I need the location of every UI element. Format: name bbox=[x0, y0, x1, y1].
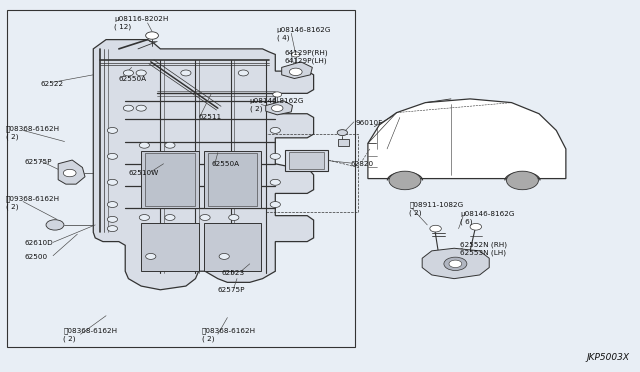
Circle shape bbox=[46, 220, 64, 230]
Circle shape bbox=[273, 92, 282, 97]
Text: µ08116-8202H
( 12): µ08116-8202H ( 12) bbox=[115, 16, 169, 30]
Bar bbox=[266, 134, 358, 212]
Text: 62550A: 62550A bbox=[119, 76, 147, 81]
Circle shape bbox=[228, 215, 239, 221]
Bar bbox=[338, 139, 349, 146]
Bar bbox=[141, 151, 198, 208]
Circle shape bbox=[146, 253, 156, 259]
Circle shape bbox=[219, 253, 229, 259]
Circle shape bbox=[337, 130, 348, 136]
Text: 62575P: 62575P bbox=[218, 287, 245, 293]
Text: 62500: 62500 bbox=[25, 254, 48, 260]
Circle shape bbox=[124, 105, 134, 111]
Circle shape bbox=[270, 202, 280, 208]
Circle shape bbox=[165, 142, 175, 148]
Circle shape bbox=[449, 260, 462, 267]
Circle shape bbox=[270, 153, 280, 159]
Polygon shape bbox=[58, 160, 85, 184]
Polygon shape bbox=[422, 248, 489, 279]
Circle shape bbox=[136, 105, 147, 111]
Text: 62511: 62511 bbox=[198, 115, 222, 121]
Bar bbox=[204, 223, 261, 271]
Circle shape bbox=[124, 70, 134, 76]
Text: Ⓝ09368-6162H
( 2): Ⓝ09368-6162H ( 2) bbox=[6, 195, 60, 210]
Text: 62550A: 62550A bbox=[211, 161, 239, 167]
Circle shape bbox=[63, 169, 76, 177]
Text: µ08146-8162G
( 4): µ08146-8162G ( 4) bbox=[276, 27, 331, 41]
Circle shape bbox=[136, 70, 147, 76]
Bar bbox=[204, 151, 261, 208]
Text: Ⓞ08911-1082G
( 2): Ⓞ08911-1082G ( 2) bbox=[410, 202, 463, 216]
Circle shape bbox=[271, 105, 283, 112]
Circle shape bbox=[470, 224, 481, 230]
Polygon shape bbox=[282, 62, 312, 78]
Bar bbox=[141, 223, 198, 271]
Circle shape bbox=[444, 257, 467, 270]
Bar bbox=[289, 152, 324, 169]
Bar bbox=[145, 153, 195, 206]
Circle shape bbox=[108, 202, 118, 208]
Circle shape bbox=[291, 52, 300, 57]
Bar bbox=[207, 153, 257, 206]
Text: Ⓝ08368-6162H
( 2): Ⓝ08368-6162H ( 2) bbox=[6, 125, 60, 140]
Text: 62610D: 62610D bbox=[25, 240, 54, 246]
Circle shape bbox=[270, 179, 280, 185]
Circle shape bbox=[238, 70, 248, 76]
Circle shape bbox=[108, 217, 118, 222]
Text: Ⓝ08368-6162H
( 2): Ⓝ08368-6162H ( 2) bbox=[202, 328, 256, 342]
Bar bbox=[285, 150, 328, 171]
Circle shape bbox=[108, 179, 118, 185]
Text: 64129P(RH)
64129P(LH): 64129P(RH) 64129P(LH) bbox=[285, 49, 328, 64]
Text: 96010F: 96010F bbox=[355, 120, 382, 126]
Circle shape bbox=[289, 68, 302, 76]
Text: µ08146-8162G
( 6): µ08146-8162G ( 6) bbox=[461, 211, 515, 224]
Text: Ⓝ08368-6162H
( 2): Ⓝ08368-6162H ( 2) bbox=[63, 328, 117, 342]
Text: 62510W: 62510W bbox=[129, 170, 159, 176]
Circle shape bbox=[146, 32, 159, 39]
Text: 62522: 62522 bbox=[40, 81, 63, 87]
Text: 62523: 62523 bbox=[221, 270, 244, 276]
Circle shape bbox=[270, 128, 280, 134]
Text: JKP5003X: JKP5003X bbox=[587, 353, 630, 362]
Circle shape bbox=[108, 128, 118, 134]
Polygon shape bbox=[368, 99, 566, 179]
Text: 62575P: 62575P bbox=[25, 159, 52, 165]
Circle shape bbox=[200, 215, 210, 221]
Circle shape bbox=[389, 171, 421, 190]
Circle shape bbox=[430, 225, 442, 232]
Circle shape bbox=[140, 215, 150, 221]
Circle shape bbox=[180, 70, 191, 76]
Text: 62820: 62820 bbox=[351, 161, 374, 167]
Circle shape bbox=[108, 153, 118, 159]
Circle shape bbox=[108, 226, 118, 232]
Bar bbox=[7, 10, 355, 347]
Circle shape bbox=[165, 215, 175, 221]
Polygon shape bbox=[266, 101, 292, 115]
Circle shape bbox=[140, 142, 150, 148]
Circle shape bbox=[506, 171, 538, 190]
Polygon shape bbox=[93, 39, 314, 290]
Text: µ08146-8162G
( 2): µ08146-8162G ( 2) bbox=[250, 98, 304, 112]
Text: 62552N (RH)
62553N (LH): 62552N (RH) 62553N (LH) bbox=[461, 242, 508, 256]
